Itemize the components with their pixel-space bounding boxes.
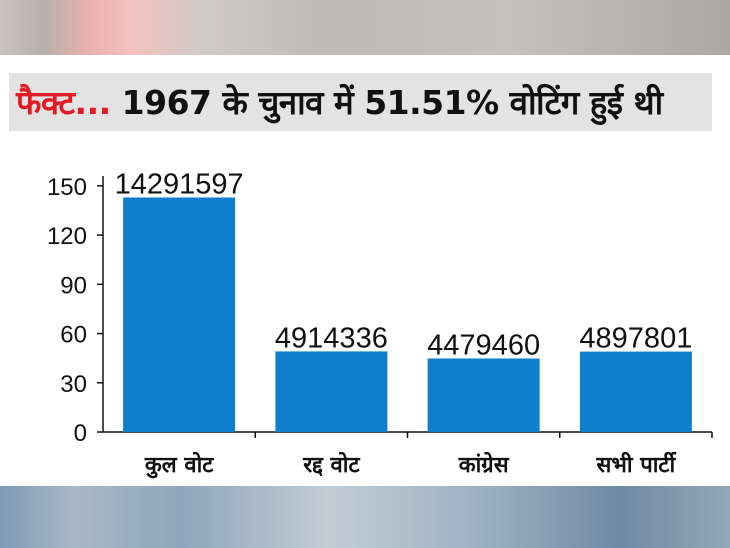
data-label: 4479460 — [427, 329, 540, 361]
bars — [123, 197, 692, 432]
category-label: रद्द वोट — [302, 451, 360, 478]
title-text: 1967 के चुनाव में 51.51% वोटिंग हुई थी — [110, 83, 663, 122]
x-axis — [103, 431, 713, 438]
y-tick-label: 150 — [47, 174, 87, 201]
title-band — [9, 73, 712, 131]
category-label: कांग्रेस — [458, 451, 510, 478]
y-tick-label: 30 — [60, 371, 87, 398]
bar — [275, 351, 388, 432]
data-label: 14291597 — [115, 168, 244, 200]
chart-title: फैक्ट... 1967 के चुनाव में 51.51% वोटिंग… — [16, 78, 716, 128]
y-tick-label: 0 — [74, 420, 87, 447]
data-labels: 14291597 4914336 4479460 4897801 — [115, 168, 693, 361]
y-axis: 0 30 60 90 120 150 — [47, 174, 104, 447]
title-accent: फैक्ट... — [16, 83, 111, 122]
data-label: 4914336 — [275, 322, 388, 354]
y-tick-label: 60 — [60, 322, 87, 349]
background-top — [0, 0, 730, 55]
data-label: 4897801 — [579, 323, 692, 355]
category-labels: कुल वोट रद्द वोट कांग्रेस सभी पार्टी — [144, 451, 678, 479]
category-label: कुल वोट — [144, 451, 214, 479]
background-bottom — [0, 486, 730, 548]
y-tick-label: 90 — [60, 272, 87, 299]
category-label: सभी पार्टी — [596, 451, 678, 478]
y-tick-label: 120 — [47, 223, 87, 250]
bar — [427, 358, 540, 432]
bar — [123, 197, 236, 432]
bar — [579, 351, 692, 432]
